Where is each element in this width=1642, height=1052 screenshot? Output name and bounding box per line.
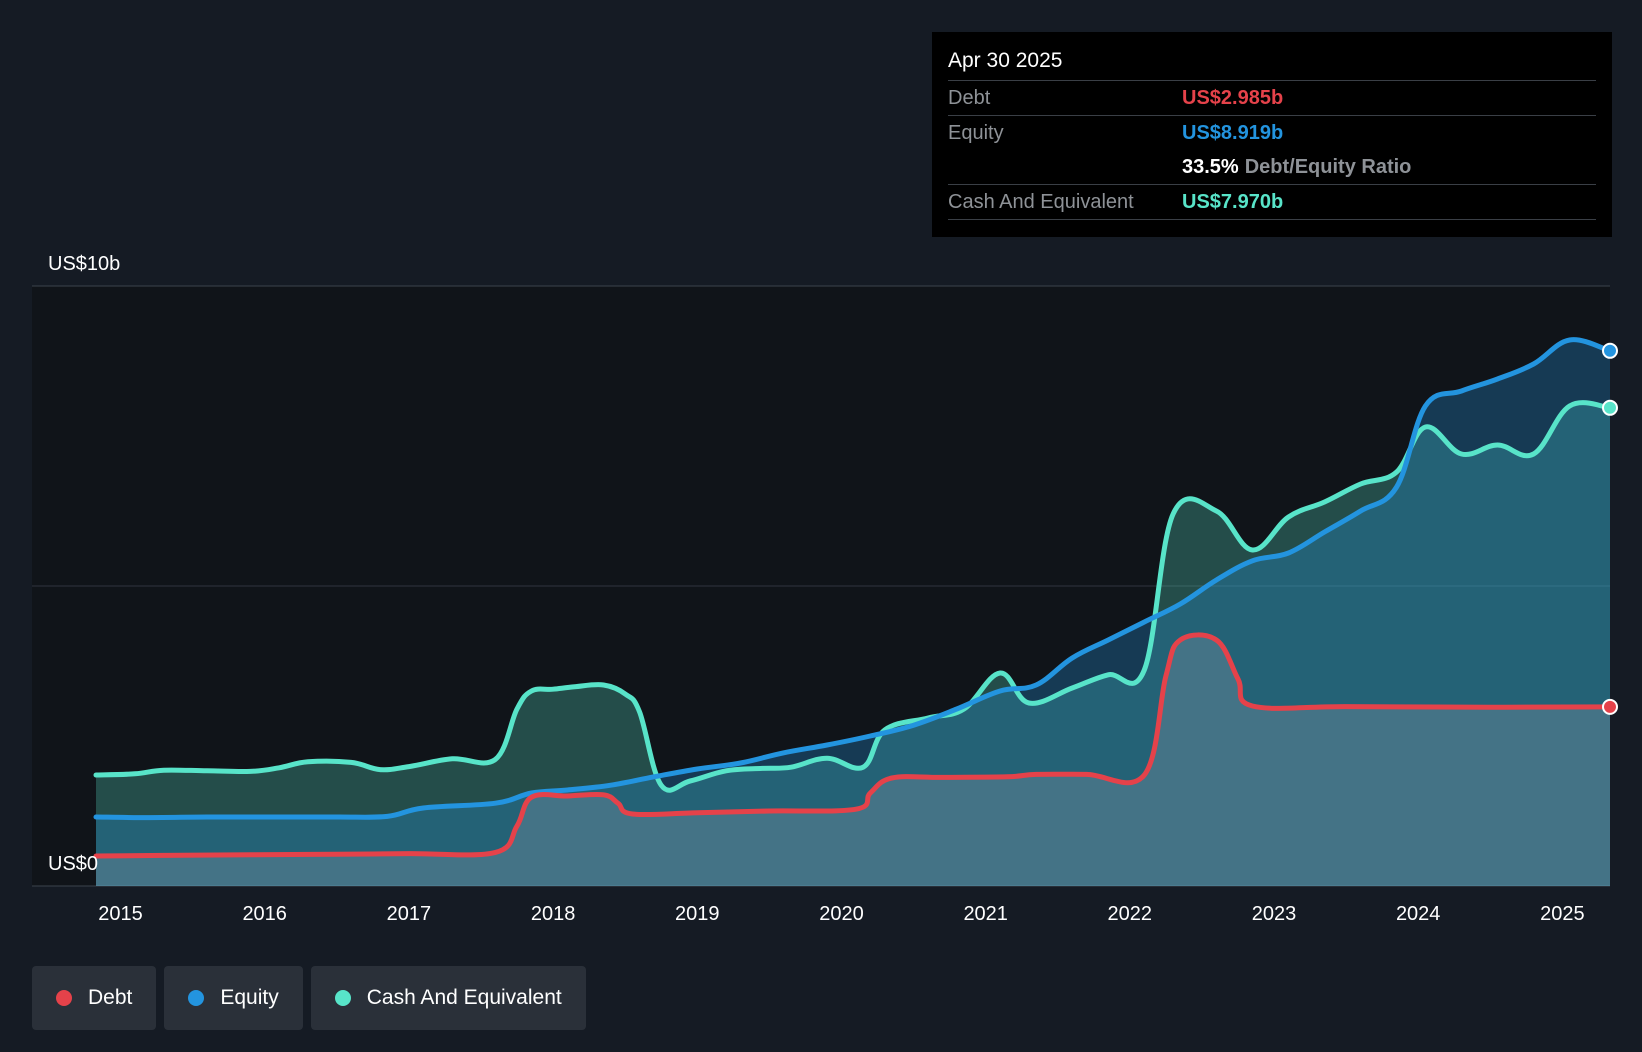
tooltip-cash-value: US$7.970b (1182, 191, 1284, 213)
cash-end-marker[interactable] (1602, 399, 1618, 416)
x-tick-label: 2025 (1540, 903, 1585, 925)
y-tick-label: US$0 (48, 853, 98, 875)
tooltip-equity-label: Equity (948, 122, 1004, 144)
x-tick-label: 2021 (963, 903, 1008, 925)
cash-area (96, 402, 1610, 886)
cash-line (93, 400, 1613, 793)
tooltip-row-cash: Cash And Equivalent US$7.970b (948, 184, 1596, 220)
y-tick-labels: US$10b US$0 (48, 253, 120, 875)
tooltip-date: Apr 30 2025 (948, 49, 1063, 72)
tooltip-row-equity: Equity US$8.919b (948, 115, 1596, 150)
legend-equity-label: Equity (220, 986, 279, 1009)
debt-line (93, 632, 1613, 859)
tooltip-ratio-label: Debt/Equity Ratio (1244, 156, 1412, 178)
debt-area (96, 634, 1610, 886)
legend-item-debt[interactable]: Debt (32, 966, 157, 1030)
legend-cash-label: Cash And Equivalent (366, 986, 562, 1009)
series-lines (93, 337, 1613, 859)
x-tick-label: 2019 (675, 903, 720, 925)
x-tick-label: 2017 (387, 903, 432, 925)
tooltip-row-debt: Debt US$2.985b (948, 80, 1596, 115)
debt-dot-icon (56, 990, 72, 1006)
x-tick-label: 2018 (531, 903, 576, 925)
equity-line (93, 337, 1613, 821)
chart-legend: Debt Equity Cash And Equivalent (32, 966, 586, 1030)
x-tick-label: 2015 (98, 903, 143, 925)
equity-area (96, 339, 1610, 886)
tooltip-cash-label: Cash And Equivalent (948, 191, 1134, 213)
tooltip-panel: Apr 30 2025 Debt US$2.985b Equity US$8.9… (932, 32, 1612, 237)
legend-item-cash[interactable]: Cash And Equivalent (310, 966, 586, 1030)
series-areas (96, 339, 1610, 886)
x-tick-label: 2020 (819, 903, 864, 925)
tooltip-debt-value: US$2.985b (1182, 87, 1284, 109)
cash-dot-icon (334, 990, 351, 1006)
tooltip-ratio-container: 33.5% Debt/Equity Ratio (1182, 150, 1411, 184)
tooltip-equity-value: US$8.919b (1182, 122, 1284, 144)
x-tick-label: 2016 (242, 903, 287, 925)
equity-end-marker[interactable] (1602, 342, 1618, 359)
y-tick-label: US$10b (48, 253, 120, 275)
tooltip-debt-label: Debt (948, 87, 991, 109)
series-end-markers (1602, 342, 1618, 715)
x-tick-label: 2024 (1396, 903, 1441, 925)
tooltip-row-ratio: 33.5% Debt/Equity Ratio (948, 150, 1596, 184)
tooltip-ratio-value: 33.5% (1182, 156, 1239, 178)
x-tick-label: 2022 (1108, 903, 1153, 925)
debt-end-marker[interactable] (1602, 698, 1618, 715)
x-tick-labels: 2015 2016 2017 2018 2019 2020 2021 2022 2023 2024… (98, 903, 1584, 925)
equity-dot-icon (188, 990, 205, 1006)
x-tick-label: 2023 (1252, 903, 1297, 925)
legend-debt-label: Debt (88, 986, 133, 1009)
legend-item-equity[interactable]: Equity (164, 966, 303, 1030)
